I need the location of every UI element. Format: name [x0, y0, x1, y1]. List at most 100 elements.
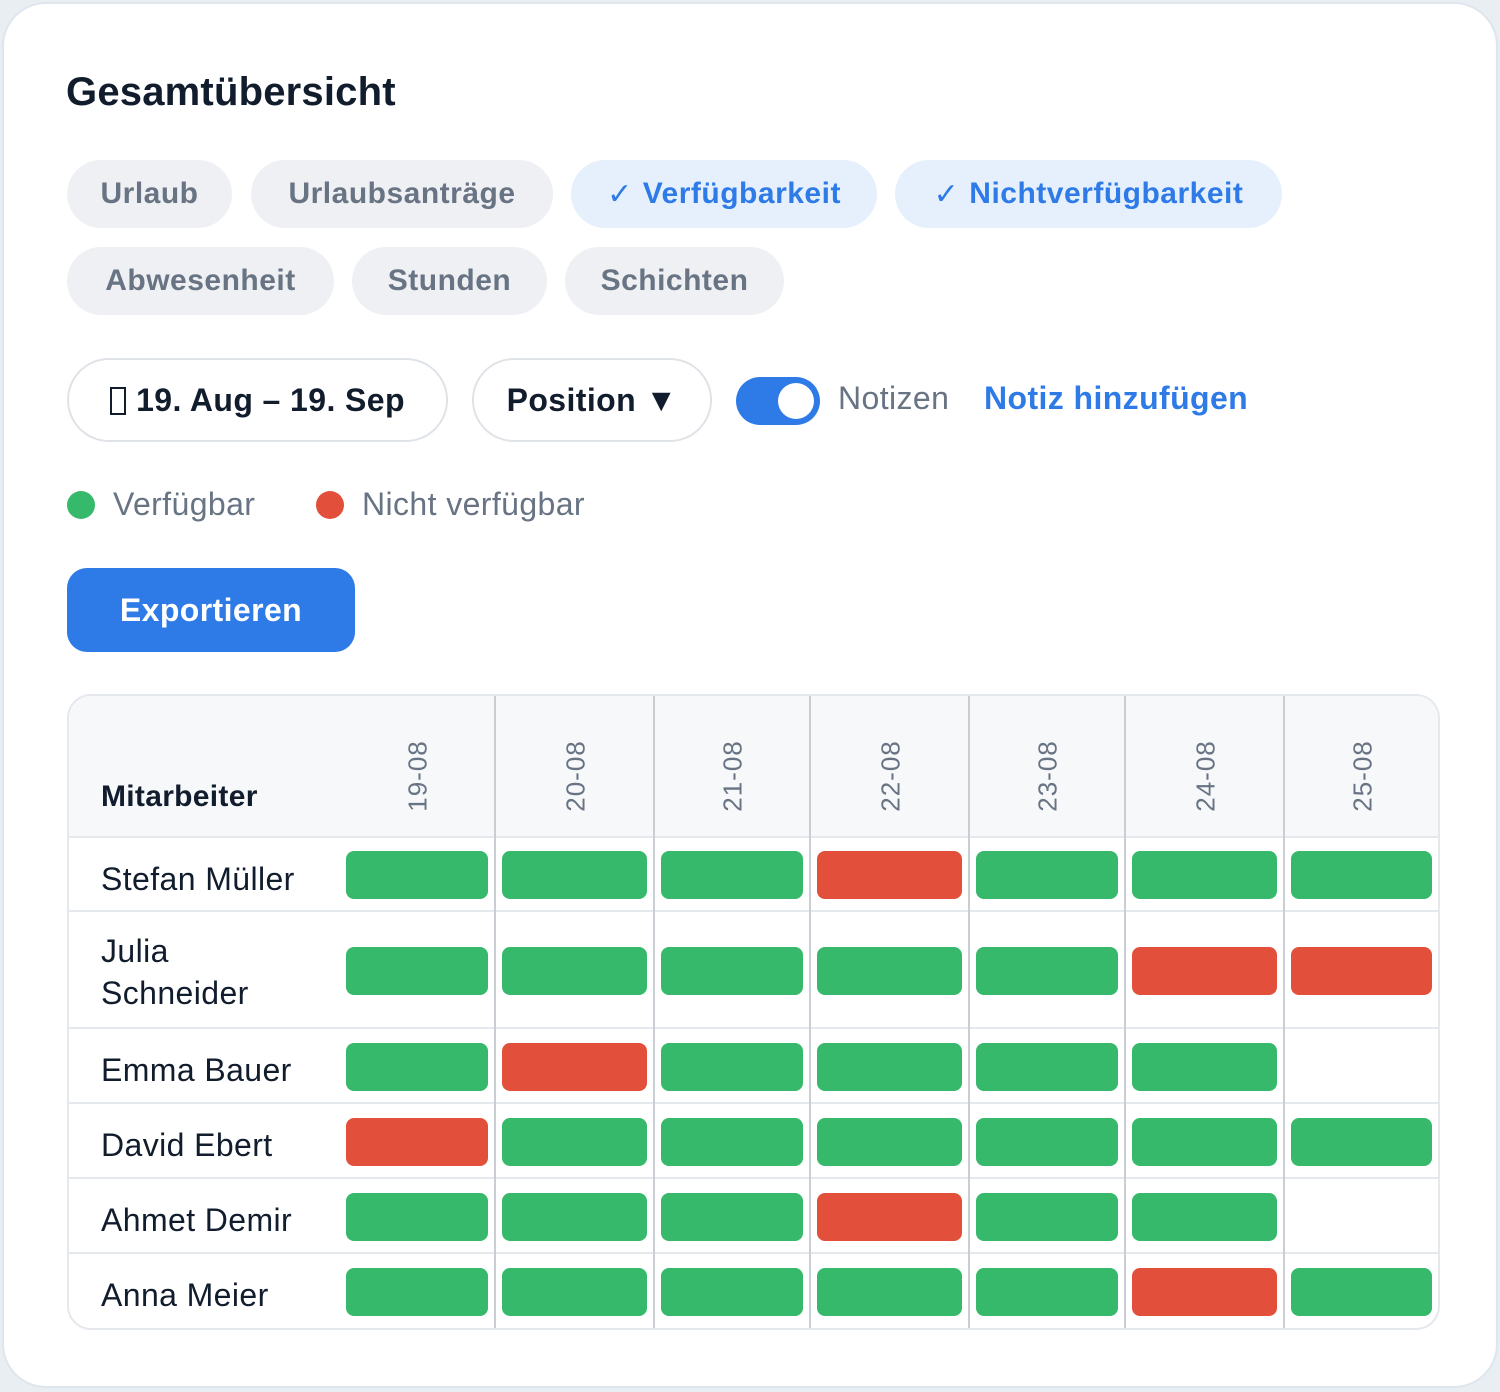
date-column-header: 25-08 [1285, 696, 1438, 836]
filter-chip-abwesenheit[interactable]: Abwesenheit [67, 247, 334, 315]
date-column-header: 22-08 [811, 696, 970, 836]
availability-cell-available[interactable] [1132, 851, 1277, 899]
employee-name: David Ebert [101, 1127, 273, 1163]
column-divider [1124, 696, 1126, 1328]
date-column-header: 24-08 [1126, 696, 1285, 836]
column-divider [809, 696, 811, 1328]
availability-cell-unavailable[interactable] [1132, 1268, 1277, 1316]
table-row: Anna Meier [69, 1254, 1438, 1328]
date-label: 21-08 [717, 740, 748, 812]
toggle-knob [778, 383, 814, 419]
availability-cell-available[interactable] [817, 947, 962, 995]
date-range-label: 19. Aug – 19. Sep [136, 381, 405, 418]
availability-cell-unavailable[interactable] [1291, 947, 1432, 995]
date-label: 22-08 [875, 740, 905, 812]
table-row: David Ebert [69, 1104, 1438, 1179]
date-column-header: 20-08 [496, 696, 655, 836]
availability-cell-available[interactable] [661, 851, 803, 899]
date-column-header: 23-08 [970, 696, 1126, 836]
availability-cell-unavailable[interactable] [1132, 947, 1277, 995]
availability-cell-available[interactable] [1291, 1268, 1432, 1316]
availability-cell-available[interactable] [346, 1193, 488, 1241]
employee-name: Anna Meier [101, 1277, 269, 1313]
availability-cell-available[interactable] [817, 1118, 962, 1166]
filter-chip-urlaub[interactable]: Urlaub [67, 160, 232, 228]
legend-label: Verfügbar [113, 486, 256, 522]
filter-chip-label: Urlaubsanträge [288, 177, 516, 210]
availability-cell-unavailable[interactable] [502, 1043, 647, 1091]
availability-cell-available[interactable] [976, 1268, 1118, 1316]
employee-name: Stefan Müller [101, 861, 295, 897]
position-dropdown[interactable]: Position ▼ [472, 358, 712, 442]
date-range-picker[interactable]: 19. Aug – 19. Sep [67, 358, 448, 442]
date-label: 19-08 [402, 740, 433, 812]
availability-cell-available[interactable] [346, 1043, 488, 1091]
position-dropdown-label: Position ▼ [506, 381, 678, 418]
legend-dot-available [67, 490, 95, 519]
availability-table: Mitarbeiter 19-08 20-08 21-08 22-08 23-08 24-… [67, 694, 1440, 1330]
availability-cell-available[interactable] [661, 947, 803, 995]
availability-cell-available[interactable] [976, 1118, 1118, 1166]
table-header: Mitarbeiter 19-08 20-08 21-08 22-08 23-08 24-… [69, 696, 1438, 838]
availability-cell-available[interactable] [661, 1193, 803, 1241]
availability-cell-available[interactable] [817, 1268, 962, 1316]
filter-chip-stunden[interactable]: Stunden [352, 247, 547, 315]
availability-cell-available[interactable] [502, 851, 647, 899]
availability-cell-available[interactable] [346, 851, 488, 899]
check-icon: ✓ [607, 177, 633, 211]
availability-cell-available[interactable] [661, 1043, 803, 1091]
table-row: Stefan Müller [69, 838, 1438, 912]
availability-cell-available[interactable] [976, 1193, 1118, 1241]
availability-cell-available[interactable] [346, 947, 488, 995]
filter-chip-label: Schichten [600, 264, 749, 297]
table-row: Ahmet Demir [69, 1179, 1438, 1254]
notes-toggle[interactable] [736, 377, 820, 425]
table-row: Emma Bauer [69, 1029, 1438, 1104]
availability-cell-available[interactable] [1132, 1043, 1277, 1091]
availability-cell-unavailable[interactable] [817, 1193, 962, 1241]
availability-cell-available[interactable] [1291, 851, 1432, 899]
date-column-header: 19-08 [340, 696, 496, 836]
availability-cell-available[interactable] [976, 851, 1118, 899]
date-label: 25-08 [1347, 740, 1377, 812]
column-divider [494, 696, 496, 1328]
export-button[interactable]: Exportieren [67, 568, 355, 652]
availability-cell-available[interactable] [976, 947, 1118, 995]
availability-cell-available[interactable] [502, 1118, 647, 1166]
table-row: Julia Schneider [69, 912, 1438, 1029]
availability-cell-available[interactable] [1132, 1193, 1277, 1241]
filter-chip-verfuegbarkeit[interactable]: ✓ Verfügbarkeit [571, 160, 877, 228]
filter-chip-schichten[interactable]: Schichten [565, 247, 784, 315]
employee-name: Ahmet Demir [101, 1202, 293, 1238]
column-divider [1283, 696, 1285, 1328]
date-label: 23-08 [1032, 740, 1063, 812]
column-divider [653, 696, 655, 1328]
filter-chip-label: Nichtverfügbarkeit [969, 177, 1244, 210]
availability-cell-unavailable[interactable] [346, 1118, 488, 1166]
filter-chip-urlaubsantraege[interactable]: Urlaubsanträge [251, 160, 553, 228]
availability-cell-available[interactable] [1291, 1118, 1432, 1166]
availability-cell-available[interactable] [661, 1118, 803, 1166]
availability-cell-available[interactable] [502, 947, 647, 995]
availability-cell-available[interactable] [502, 1268, 647, 1316]
availability-cell-available[interactable] [661, 1268, 803, 1316]
availability-cell-unavailable[interactable] [817, 851, 962, 899]
date-label: 20-08 [560, 740, 590, 812]
availability-cell-available[interactable] [1132, 1118, 1277, 1166]
legend-unavailable: Nicht verfügbar [316, 486, 585, 523]
column-divider [968, 696, 970, 1328]
filter-chip-nichtverfuegbarkeit[interactable]: ✓ Nichtverfügbarkeit [895, 160, 1282, 228]
availability-cell-available[interactable] [502, 1193, 647, 1241]
filter-chip-label: Verfügbarkeit [642, 177, 841, 210]
date-column-header: 21-08 [655, 696, 811, 836]
availability-cell-available[interactable] [976, 1043, 1118, 1091]
legend-available: Verfügbar [67, 486, 255, 523]
filter-chip-label: Urlaub [100, 177, 199, 210]
notes-label: Notizen [838, 380, 950, 416]
availability-cell-available[interactable] [817, 1043, 962, 1091]
availability-cell-available[interactable] [346, 1268, 488, 1316]
add-note-link[interactable]: Notiz hinzufügen [984, 380, 1249, 416]
check-icon: ✓ [933, 177, 960, 211]
legend-dot-unavailable [316, 490, 344, 519]
